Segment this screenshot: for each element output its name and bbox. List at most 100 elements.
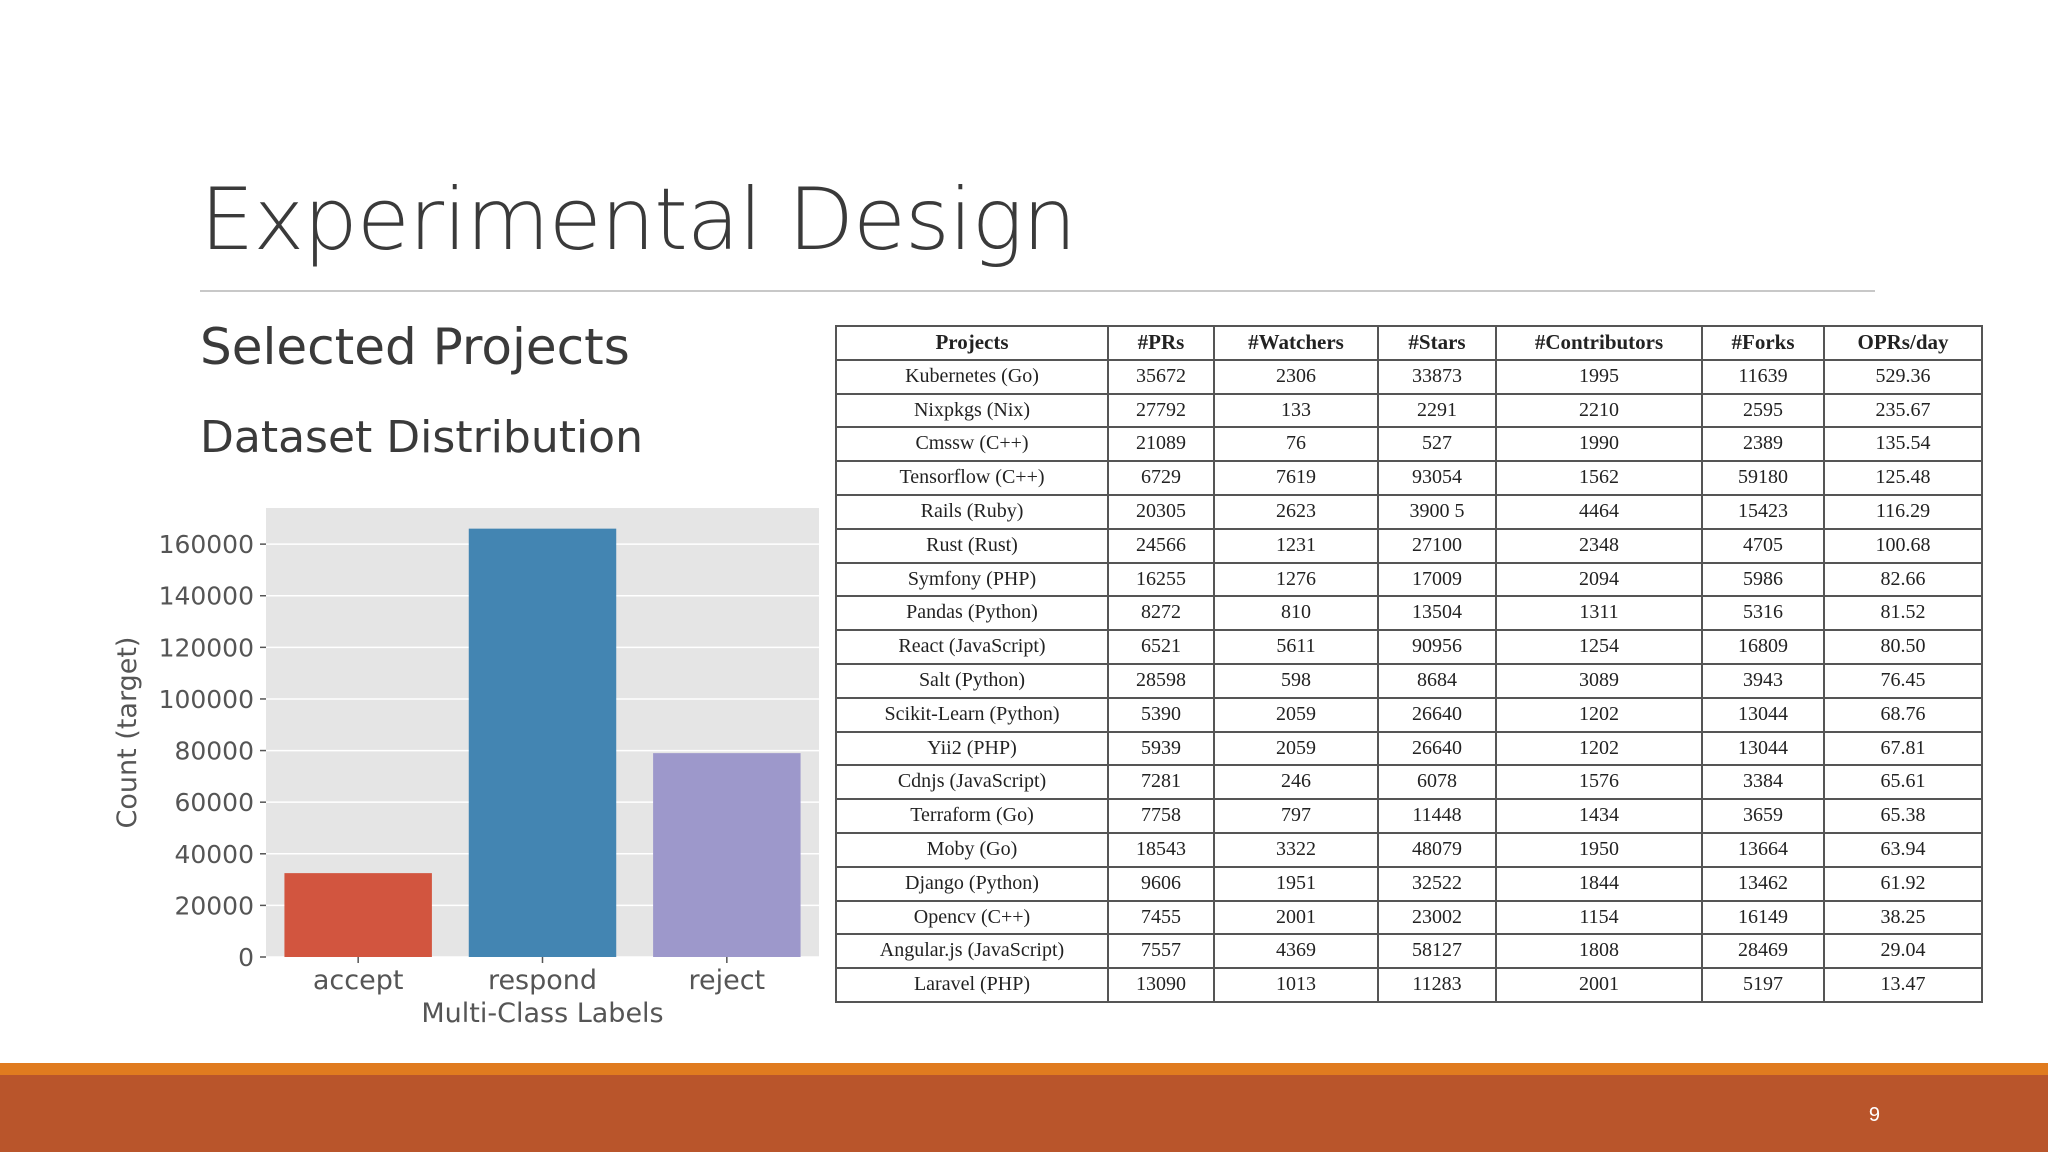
table-cell: 48079 [1377, 831, 1497, 868]
table-cell: 6078 [1377, 764, 1497, 801]
table-cell: 2094 [1495, 561, 1703, 598]
table-row: Angular.js (JavaScript) 7557 4369 58127 1808… [835, 933, 1983, 970]
table-cell: 11448 [1377, 798, 1497, 834]
table-cell: 1576 [1495, 764, 1703, 801]
table-cell: 2389 [1701, 426, 1825, 463]
table-cell: 100.68 [1823, 527, 1983, 564]
table-cell: 13090 [1107, 967, 1215, 1003]
table-cell: 11283 [1377, 967, 1497, 1003]
table-cell: 15423 [1701, 493, 1825, 530]
table-cell: 8272 [1107, 595, 1215, 632]
table-cell: 3089 [1495, 662, 1703, 699]
project-name-cell: React (JavaScript) [835, 629, 1109, 665]
table-cell: 6729 [1107, 460, 1215, 496]
table-cell: 1995 [1495, 358, 1703, 395]
projects-table: Projects #PRs #Watchers #Stars #Contributors… [835, 325, 1983, 1003]
table-cell: 28469 [1701, 933, 1825, 970]
project-name-cell: Moby (Go) [835, 831, 1109, 868]
table-cell: 33873 [1377, 358, 1497, 395]
table-cell: 7758 [1107, 798, 1215, 834]
x-tick-label: accept [313, 965, 404, 996]
table-cell: 93054 [1377, 460, 1497, 496]
table-row: Cdnjs (JavaScript) 7281 246 6078 1576 3384 65.… [835, 764, 1983, 801]
table-cell: 2291 [1377, 392, 1497, 429]
table-cell: 810 [1213, 595, 1379, 632]
page-number: 9 [1868, 1104, 1880, 1126]
table-cell: 2595 [1701, 392, 1825, 429]
project-name-cell: Rust (Rust) [835, 527, 1109, 564]
table-row: Opencv (C++) 7455 2001 23002 1154 16149 38.25 [835, 899, 1983, 936]
table-cell: 5986 [1701, 561, 1825, 598]
table-cell: 1844 [1495, 865, 1703, 902]
table-cell: 5939 [1107, 730, 1215, 767]
table-cell: 5197 [1701, 967, 1825, 1003]
project-name-cell: Yii2 (PHP) [835, 730, 1109, 767]
table-cell: 27792 [1107, 392, 1215, 429]
table-row: Rails (Ruby) 20305 2623 3900 5 4464 15423 116.… [835, 493, 1983, 530]
bar-chart-svg: 0 20000 40000 60000 80000 100000 120000 140000 1… [112, 508, 819, 1029]
project-name-cell: Tensorflow (C++) [835, 460, 1109, 496]
table-cell: 133 [1213, 392, 1379, 429]
table-cell: 76 [1213, 426, 1379, 463]
table-cell: 1311 [1495, 595, 1703, 632]
table-cell: 246 [1213, 764, 1379, 801]
table-row: Tensorflow (C++) 6729 7619 93054 1562 59180 12… [835, 460, 1983, 496]
table-row: Laravel (PHP) 13090 1013 11283 2001 5197 13.47 [835, 967, 1983, 1003]
project-name-cell: Rails (Ruby) [835, 493, 1109, 530]
table-cell: 5390 [1107, 696, 1215, 733]
table-cell: 17009 [1377, 561, 1497, 598]
table-row: Salt (Python) 28598 598 8684 3089 3943 76.45 [835, 662, 1983, 699]
table-cell: 18543 [1107, 831, 1215, 868]
y-axis-label: Count (target) [112, 637, 143, 829]
y-tick-label: 120000 [159, 633, 254, 662]
table-row: Yii2 (PHP) 5939 2059 26640 1202 13044 67.81 [835, 730, 1983, 767]
table-cell: 2210 [1495, 392, 1703, 429]
table-cell: 28598 [1107, 662, 1215, 699]
table-cell: 13044 [1701, 730, 1825, 767]
table-cell: 13504 [1377, 595, 1497, 632]
table-row: Nixpkgs (Nix) 27792 133 2291 2210 2595 235.67 [835, 392, 1983, 429]
table-cell: 1202 [1495, 730, 1703, 767]
table-cell: 2059 [1213, 696, 1379, 733]
project-name-cell: Cdnjs (JavaScript) [835, 764, 1109, 801]
table-cell: 16255 [1107, 561, 1215, 598]
table-row: Moby (Go) 18543 3322 48079 1950 13664 63.94 [835, 831, 1983, 868]
table-cell: 235.67 [1823, 392, 1983, 429]
dataset-distribution-chart: 0 20000 40000 60000 80000 100000 120000 140000 1… [100, 490, 840, 1050]
table-cell: 13044 [1701, 696, 1825, 733]
table-cell: 59180 [1701, 460, 1825, 496]
footer-bar [0, 1075, 2048, 1152]
x-tick-label: respond [488, 965, 597, 996]
table-cell: 1231 [1213, 527, 1379, 564]
y-tick-label: 0 [238, 943, 254, 972]
table-row: Symfony (PHP) 16255 1276 17009 2094 5986 82.66 [835, 561, 1983, 598]
table-cell: 3322 [1213, 831, 1379, 868]
table-cell: 116.29 [1823, 493, 1983, 530]
table-cell: 1202 [1495, 696, 1703, 733]
table-cell: 32522 [1377, 865, 1497, 902]
project-name-cell: Opencv (C++) [835, 899, 1109, 936]
subheading-selected-projects: Selected Projects [200, 318, 630, 376]
table-cell: 529.36 [1823, 358, 1983, 395]
table-row: Kubernetes (Go) 35672 2306 33873 1995 11639 52… [835, 358, 1983, 395]
table-cell: 2059 [1213, 730, 1379, 767]
table-cell: 80.50 [1823, 629, 1983, 665]
y-tick-label: 40000 [174, 840, 254, 869]
table-cell: 3384 [1701, 764, 1825, 801]
table-cell: 5316 [1701, 595, 1825, 632]
table-cell: 8684 [1377, 662, 1497, 699]
table-cell: 598 [1213, 662, 1379, 699]
table-cell: 4705 [1701, 527, 1825, 564]
table-cell: 1254 [1495, 629, 1703, 665]
y-tick-label: 140000 [159, 582, 254, 611]
slide-title: Experimental Design [200, 170, 1077, 270]
y-tick-label: 80000 [174, 737, 254, 766]
table-cell: 9606 [1107, 865, 1215, 902]
y-tick-label: 160000 [159, 530, 254, 559]
table-cell: 7281 [1107, 764, 1215, 801]
table-cell: 63.94 [1823, 831, 1983, 868]
table-cell: 29.04 [1823, 933, 1983, 970]
table-cell: 1990 [1495, 426, 1703, 463]
table-cell: 2001 [1495, 967, 1703, 1003]
column-header: Projects [835, 325, 1109, 361]
